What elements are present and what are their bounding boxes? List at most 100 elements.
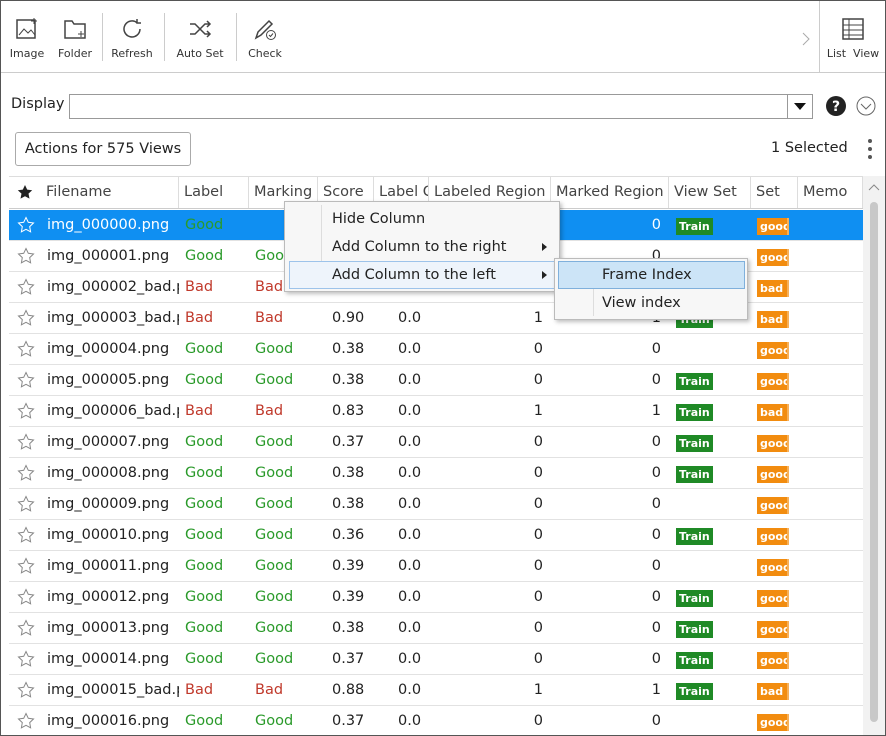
conf-cell: 0.0 [398, 713, 422, 729]
filename-cell: img_000007.png [47, 434, 170, 450]
conf-cell: 0.0 [398, 434, 422, 450]
list-view-button[interactable]: List View [823, 1, 883, 73]
actions-button[interactable]: Actions for 575 Views [15, 132, 191, 166]
marking-cell: Good [255, 496, 294, 512]
set-badge: good [757, 497, 789, 514]
table-row[interactable]: img_000016.png Good Good 0.37 0.0 0 0 good [9, 706, 863, 735]
labeled-cell: 0 [533, 434, 543, 450]
marked-cell: 1 [651, 403, 661, 419]
marked-cell: 0 [651, 434, 661, 450]
marking-cell: Good [255, 372, 294, 388]
table-row[interactable]: img_000012.png Good Good 0.39 0.0 0 0 Train good [9, 582, 863, 613]
label-cell: Good [185, 620, 224, 636]
view-set-badge: Train [676, 652, 713, 669]
conf-cell: 0.0 [398, 372, 422, 388]
view-set-badge: Train [676, 590, 713, 607]
scrollbar[interactable] [863, 176, 885, 735]
marking-cell: Good [255, 527, 294, 543]
conf-cell: 0.0 [398, 310, 422, 326]
folder-button[interactable]: Folder [53, 1, 97, 73]
label-cell: Good [185, 651, 224, 667]
menu-item[interactable]: View index [602, 295, 681, 311]
check-button[interactable]: Check [243, 1, 287, 73]
column-header[interactable]: Set [751, 176, 798, 208]
column-header[interactable]: Score [318, 176, 374, 208]
menu-item[interactable]: Hide Column [332, 211, 426, 227]
column-header[interactable]: Label [179, 176, 249, 208]
filename-cell: img_000001.png [47, 248, 170, 264]
table-row[interactable]: img_000015_bad.png Bad Bad 0.88 0.0 1 1 Train ba… [9, 675, 863, 706]
menu-item[interactable]: Frame Index [602, 267, 692, 283]
menu-item[interactable]: Add Column to the right [332, 239, 507, 255]
column-header[interactable]: Filename [41, 176, 179, 208]
labeled-cell: 0 [533, 620, 543, 636]
table-row[interactable]: img_000014.png Good Good 0.37 0.0 0 0 Train good [9, 644, 863, 675]
refresh-button[interactable]: Refresh [107, 1, 157, 73]
button-label: Auto Set [176, 47, 224, 60]
marking-cell: Bad [255, 403, 284, 419]
image-button[interactable]: Image [5, 1, 49, 73]
table-row[interactable]: img_000011.png Good Good 0.39 0.0 0 0 good [9, 551, 863, 582]
table-row[interactable]: img_000005.png Good Good 0.38 0.0 0 0 Train good [9, 365, 863, 396]
marking-cell: Bad [255, 310, 284, 326]
marking-cell: Good [255, 589, 294, 605]
menu-item[interactable]: Add Column to the left [332, 267, 496, 283]
table-row[interactable]: img_000006_bad.png Bad Bad 0.83 0.0 1 1 Train ba… [9, 396, 863, 427]
help-icons[interactable]: ? [826, 95, 876, 119]
button-label: Image [9, 47, 45, 60]
set-badge: good [757, 249, 789, 266]
set-badge: good [757, 528, 789, 545]
column-header[interactable]: Memo [798, 176, 863, 208]
view-set-badge: Train [676, 218, 713, 235]
filename-cell: img_000009.png [47, 496, 170, 512]
table-row[interactable]: img_000010.png Good Good 0.36 0.0 0 0 Train good [9, 520, 863, 551]
scroll-arrow[interactable] [801, 31, 811, 47]
dropdown-arrow[interactable] [787, 95, 812, 118]
view-set-badge: Train [676, 528, 713, 545]
label-cell: Good [185, 465, 224, 481]
marked-cell: 0 [651, 620, 661, 636]
display-label: Display [11, 96, 65, 112]
label-cell: Good [185, 558, 224, 574]
more-menu[interactable] [865, 137, 875, 161]
marking-cell: Good [255, 651, 294, 667]
display-dropdown[interactable] [69, 94, 813, 119]
filename-cell: img_000015_bad.png [47, 682, 179, 698]
marked-cell: 0 [651, 558, 661, 574]
table-row[interactable]: img_000013.png Good Good 0.38 0.0 0 0 Train good [9, 613, 863, 644]
auto-set-button[interactable]: Auto Set [171, 1, 229, 73]
marking-cell: Bad [255, 279, 284, 295]
label-cell: Bad [185, 279, 214, 295]
conf-cell: 0.0 [398, 682, 422, 698]
column-header[interactable]: Marked Region [551, 176, 669, 208]
marking-cell: Good [255, 434, 294, 450]
marked-cell: 0 [651, 713, 661, 729]
set-badge: good [757, 621, 789, 638]
marking-cell: Good [255, 620, 294, 636]
column-header[interactable]: Labeled Region [429, 176, 551, 208]
column-header[interactable]: Label Confidence [374, 176, 429, 208]
star-header[interactable] [17, 184, 33, 200]
score-cell: 0.36 [332, 527, 365, 543]
conf-cell: 0.0 [398, 558, 422, 574]
button-label: Refresh [111, 47, 153, 60]
label-cell: Good [185, 434, 224, 450]
marked-cell: 0 [651, 496, 661, 512]
column-header[interactable]: View Set [669, 176, 751, 208]
score-cell: 0.37 [332, 434, 365, 450]
label-cell: Good [185, 713, 224, 729]
table-row[interactable]: img_000009.png Good Good 0.38 0.0 0 0 good [9, 489, 863, 520]
view-set-badge: Train [676, 373, 713, 390]
label-cell: Bad [185, 682, 214, 698]
score-cell: 0.38 [332, 341, 365, 357]
column-header[interactable]: Marking [249, 176, 318, 208]
selected-count: 1 Selected [771, 140, 848, 156]
label-cell: Bad [185, 403, 214, 419]
labeled-cell: 1 [533, 310, 543, 326]
table-row[interactable]: img_000004.png Good Good 0.38 0.0 0 0 good [9, 334, 863, 365]
label-cell: Good [185, 496, 224, 512]
marking-cell: Bad [255, 682, 284, 698]
context-menu: Hide Column Add Column to the right Add … [284, 201, 560, 292]
table-row[interactable]: img_000008.png Good Good 0.38 0.0 0 0 Train good [9, 458, 863, 489]
table-row[interactable]: img_000007.png Good Good 0.37 0.0 0 0 Train good [9, 427, 863, 458]
